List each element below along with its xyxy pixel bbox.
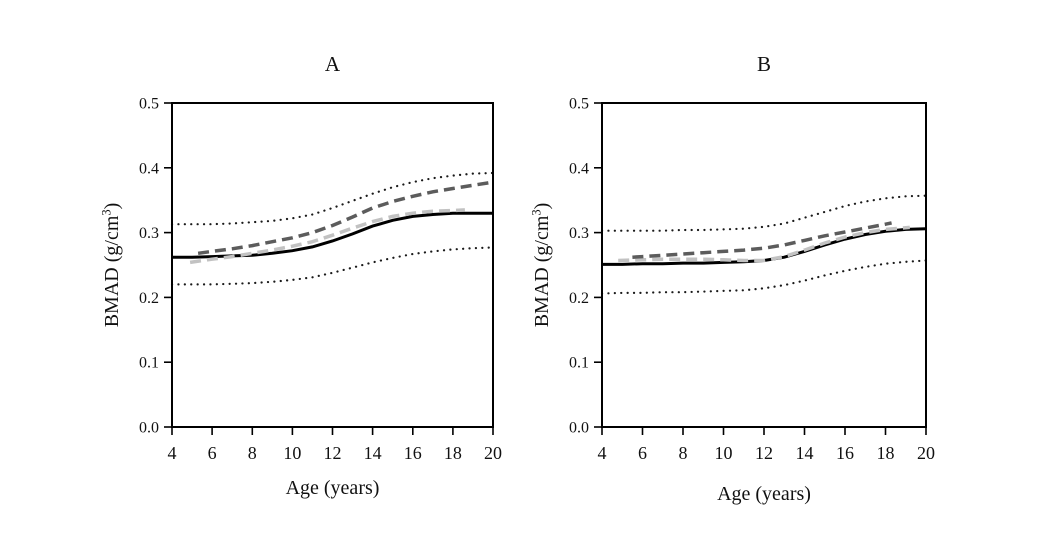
- x-tick-label: 12: [755, 443, 773, 463]
- series-light-gray-dashed: [618, 225, 910, 263]
- y-axis-label-close: ): [101, 202, 123, 210]
- y-axis-label-superscript: 3: [99, 209, 114, 216]
- x-tick-label: 20: [917, 443, 935, 463]
- panel-a-plot: 0.0 0.1 0.2 0.3 0.4 0.5 4 6 8 10 12 14 16 18 20: [139, 96, 502, 464]
- series-dark-gray-dashed: [632, 221, 892, 259]
- y-tick-label: 0.1: [139, 355, 159, 372]
- x-tick-label: 16: [404, 443, 422, 463]
- y-tick-label: 0.3: [569, 225, 589, 242]
- panel-b-title: B: [756, 52, 771, 76]
- x-axis-ticks: 4 6 8 10 12 14 16 18 20: [598, 427, 935, 463]
- series-light-gray-dashed: [189, 208, 466, 265]
- panel-a-title: A: [324, 52, 341, 76]
- y-tick-label: 0.3: [139, 225, 159, 242]
- y-axis-ticks: 0.0 0.1 0.2 0.3 0.4 0.5: [139, 96, 172, 437]
- y-axis-label-superscript: 3: [529, 209, 544, 216]
- y-axis-label-text: BMAD (g/cm: [531, 215, 553, 328]
- y-tick-label: 0.1: [569, 355, 589, 372]
- x-tick-label: 20: [484, 443, 502, 463]
- series-group: [170, 171, 495, 286]
- y-tick-label: 0.2: [569, 290, 589, 307]
- series-lower-dotted-limit: [170, 246, 495, 286]
- x-tick-label: 4: [598, 443, 607, 463]
- x-tick-label: 10: [715, 443, 733, 463]
- x-tick-label: 6: [638, 443, 647, 463]
- x-tick-label: 4: [168, 443, 177, 463]
- panel-b-x-axis-label: Age (years): [717, 483, 811, 505]
- series-lower-dotted-limit: [600, 259, 928, 295]
- y-tick-label: 0.4: [139, 160, 159, 177]
- y-tick-label: 0.5: [139, 96, 159, 113]
- y-tick-label: 0.0: [569, 420, 589, 437]
- x-tick-label: 14: [796, 443, 814, 463]
- series-dark-gray-dashed: [197, 180, 494, 256]
- y-axis-label-close: ): [531, 202, 553, 210]
- y-tick-label: 0.4: [569, 160, 589, 177]
- y-axis-ticks: 0.0 0.1 0.2 0.3 0.4 0.5: [569, 96, 602, 437]
- series-upper-dotted-limit: [170, 171, 495, 226]
- x-tick-label: 14: [364, 443, 382, 463]
- x-tick-label: 8: [248, 443, 257, 463]
- x-tick-label: 12: [324, 443, 342, 463]
- x-axis-ticks: 4 6 8 10 12 14 16 18 20: [168, 427, 502, 463]
- x-tick-label: 18: [444, 443, 462, 463]
- y-tick-label: 0.2: [139, 290, 159, 307]
- y-axis-label-text: BMAD (g/cm: [101, 215, 123, 328]
- x-tick-label: 10: [283, 443, 301, 463]
- panel-a-x-axis-label: Age (years): [285, 477, 380, 499]
- x-tick-label: 8: [679, 443, 688, 463]
- y-tick-label: 0.0: [139, 420, 159, 437]
- y-tick-label: 0.5: [569, 96, 589, 113]
- x-tick-label: 18: [877, 443, 895, 463]
- x-tick-label: 6: [208, 443, 217, 463]
- x-tick-label: 16: [836, 443, 854, 463]
- panel-b-plot: 0.0 0.1 0.2 0.3 0.4 0.5 4 6 8 10 12 14 16 18 20: [569, 96, 935, 464]
- series-group: [600, 194, 928, 295]
- plot-frame: [171, 102, 494, 428]
